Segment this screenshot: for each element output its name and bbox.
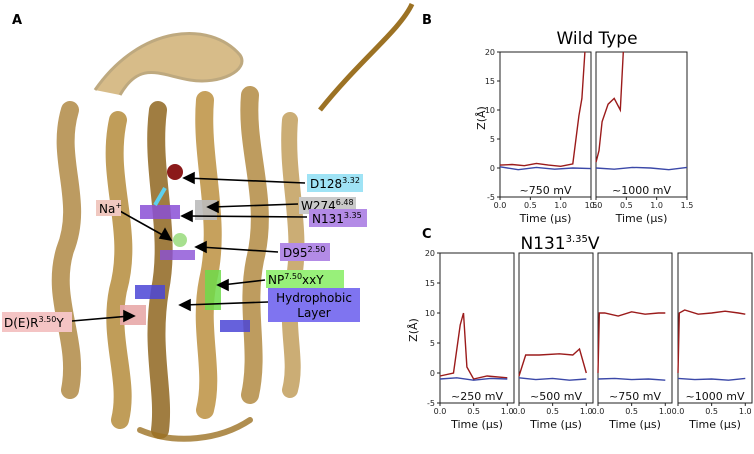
series-line [595, 166, 688, 171]
voltage-label: ~750 mV [609, 390, 661, 403]
x-tick-label: 0.5 [705, 407, 718, 416]
label-d95: D952.50 [280, 243, 330, 261]
x-tick-label: 0.5 [467, 407, 480, 416]
y-tick-label: 10 [485, 106, 495, 115]
y-tick-label: 0 [490, 164, 495, 173]
annotation-arrows [71, 171, 308, 323]
x-axis-label: Time (µs) [608, 418, 661, 431]
y-tick-label: 0 [430, 369, 435, 378]
series-line [595, 51, 624, 163]
x-tick-label: 0.5 [620, 201, 633, 210]
x-axis-label: Time (µs) [450, 418, 503, 431]
y-tick-label: 15 [485, 77, 495, 86]
mutant-ylabel: Z(Å) [407, 318, 420, 342]
series-line [677, 377, 746, 381]
subplot: 0.0 0.5 1.0 1.5 ~1000 mV Time (µs) [590, 51, 694, 225]
series-line [597, 377, 666, 381]
x-tick-label: 1.5 [585, 201, 598, 210]
label-n131: N1313.35 [309, 209, 367, 227]
y-tick-label: 5 [490, 135, 495, 144]
y-tick-label: 20 [425, 249, 435, 258]
x-tick-label: 0.0 [513, 407, 526, 416]
subplot: 0.0 0.5 1.0 ~750 mV Time (µs) [592, 252, 673, 431]
x-tick-label: 1.0 [650, 201, 663, 210]
y-tick-label: 20 [485, 48, 495, 57]
x-axis-label: Time (µs) [615, 212, 668, 225]
voltage-label: ~500 mV [530, 390, 582, 403]
subplot-frame [677, 252, 753, 404]
label-d128: D1283.32 [307, 174, 363, 192]
series-line [518, 347, 587, 377]
svg-text:D(E)R3.50Y: D(E)R3.50Y [4, 315, 64, 330]
x-axis-label: Time (µs) [688, 418, 741, 431]
label-np: NP7.50xxY [266, 270, 344, 288]
x-tick-label: 1.0 [554, 201, 567, 210]
series-line [439, 312, 508, 380]
label-dry-motif: D(E)R3.50Y [2, 312, 72, 332]
x-tick-label: 0.0 [434, 407, 447, 416]
voltage-label: ~1000 mV [686, 390, 745, 403]
svg-text:D1283.32: D1283.32 [310, 176, 360, 191]
y-tick-label: 15 [425, 279, 435, 288]
mutant-title: N1313.35V [520, 234, 599, 254]
y-tick-label: 5 [430, 339, 435, 348]
x-tick-label: 0.0 [592, 407, 605, 416]
svg-text:N1313.35: N1313.35 [312, 211, 362, 226]
voltage-label: ~1000 mV [612, 184, 671, 197]
svg-text:Layer: Layer [297, 306, 331, 320]
svg-text:D952.50: D952.50 [283, 245, 325, 260]
x-axis-label: Time (µs) [529, 418, 582, 431]
series-line [499, 51, 586, 168]
label-na: Na+ [96, 200, 122, 216]
x-tick-label: 0.5 [625, 407, 638, 416]
subplot: 0.0 0.5 1.0 ~250 mV Time (µs) [434, 252, 515, 431]
x-tick-label: 1.0 [659, 407, 672, 416]
x-tick-label: 0.0 [494, 201, 507, 210]
subplot: 0.0 0.5 1.0 ~1000 mV Time (µs) [672, 252, 753, 431]
label-hydrophobic-layer: Hydrophobic Layer [268, 288, 360, 322]
series-line [499, 166, 592, 171]
subplot: 0.0 0.5 1.0 1.5 ~750 mV Time (µs) [494, 51, 598, 225]
mutant-y-ticks: 20 15 10 5 0 -5 [425, 249, 440, 408]
wild-type-panels: 0.0 0.5 1.0 1.5 ~750 mV Time (µs) 0.0 0.5 1.0 1.5… [494, 51, 694, 225]
x-tick-label: 0.5 [546, 407, 559, 416]
voltage-label: ~750 mV [520, 184, 572, 197]
svg-text:Na+: Na+ [99, 201, 122, 216]
series-line [597, 311, 666, 374]
series-line [518, 377, 587, 381]
x-tick-label: 1.0 [580, 407, 593, 416]
series-line [677, 309, 746, 374]
panel-letter-b: B [422, 13, 432, 28]
x-axis-label: Time (µs) [519, 212, 572, 225]
y-tick-label: 10 [425, 309, 435, 318]
subplot-frame [518, 252, 594, 404]
x-tick-label: 0.5 [524, 201, 537, 210]
x-tick-label: 1.0 [501, 407, 514, 416]
wild-type-title: Wild Type [556, 29, 637, 49]
y-tick-label: -5 [427, 399, 435, 408]
svg-text:Hydrophobic: Hydrophobic [276, 291, 352, 305]
wild-type-ylabel: Z(Å) [475, 106, 488, 130]
svg-text:NP7.50xxY: NP7.50xxY [268, 272, 324, 287]
x-tick-label: 0.0 [590, 201, 603, 210]
panel-letter-c: C [422, 227, 432, 242]
panel-letter-a: A [12, 13, 22, 28]
y-tick-label: -5 [487, 193, 495, 202]
series-line [439, 377, 508, 381]
subplot: 0.0 0.5 1.0 ~500 mV Time (µs) [513, 252, 594, 431]
x-tick-label: 0.0 [672, 407, 685, 416]
x-tick-label: 1.5 [681, 201, 694, 210]
x-tick-label: 1.0 [739, 407, 752, 416]
voltage-label: ~250 mV [451, 390, 503, 403]
subplot-frame [499, 51, 592, 198]
subplot-frame [595, 51, 688, 198]
protein-structure-illustration [51, 2, 415, 442]
